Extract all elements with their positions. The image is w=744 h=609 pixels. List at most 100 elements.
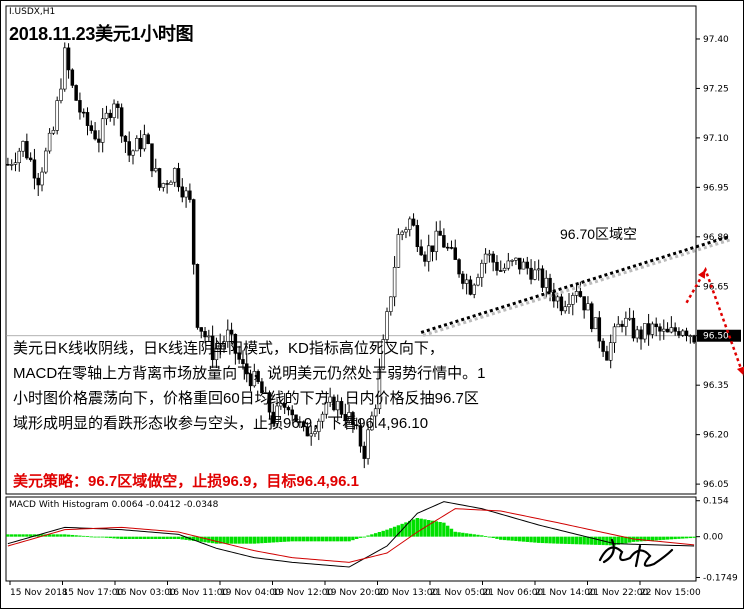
candle-body xyxy=(305,426,310,437)
candle-body xyxy=(13,162,18,165)
candle-body xyxy=(40,171,44,186)
candle-body xyxy=(188,190,192,200)
candle-body xyxy=(233,333,238,354)
candle-body xyxy=(563,306,567,312)
candle-body xyxy=(51,130,56,134)
candle-body xyxy=(408,218,412,230)
macd-histogram-bar xyxy=(305,536,310,542)
time-tick-label: 15 Nov 2018 xyxy=(10,588,68,598)
candle-body xyxy=(449,247,454,249)
candle-body xyxy=(673,327,677,332)
candle-body xyxy=(643,323,647,340)
candle-body xyxy=(510,260,514,262)
macd-histogram-bar xyxy=(298,536,302,542)
candle-body xyxy=(275,405,279,424)
macd-histogram-bar xyxy=(343,536,348,542)
candle-body xyxy=(677,331,681,336)
macd-histogram-bar xyxy=(639,536,643,542)
macd-histogram-bar xyxy=(408,520,412,537)
macd-histogram-bar xyxy=(313,536,317,542)
macd-histogram-bar xyxy=(123,536,128,539)
candle-body xyxy=(207,335,211,338)
candle-body xyxy=(608,342,613,361)
candle-body xyxy=(108,112,112,118)
analysis-note: 美元日K线收阴线，日K线连阴单阳模式，KD指标高位死叉向下， MACD在零轴上方… xyxy=(13,336,533,436)
macd-histogram-bar xyxy=(9,534,14,537)
price-tick-label: 97.10 xyxy=(703,134,729,144)
candle-body xyxy=(176,168,181,188)
macd-histogram-bar xyxy=(116,536,120,539)
candle-body xyxy=(525,261,530,269)
macd-histogram-bar xyxy=(339,536,344,542)
macd-histogram-bar xyxy=(13,534,18,537)
macd-histogram-bar xyxy=(654,536,658,541)
price-tick-label: 97.25 xyxy=(703,84,729,94)
macd-histogram-bar xyxy=(544,536,548,544)
macd-histogram-bar xyxy=(74,535,78,537)
candle-body xyxy=(245,363,249,375)
candle-body xyxy=(351,412,355,426)
macd-histogram-bar xyxy=(169,536,173,539)
candle-body xyxy=(154,168,158,172)
macd-histogram-bar xyxy=(55,534,59,537)
note-line: MACD在零轴上方背离市场放量向下，说明美元仍然处于弱势行情中。1 xyxy=(13,365,486,382)
candle-body xyxy=(180,186,185,198)
time-tick-label: 16 Nov 11:00 xyxy=(168,588,229,598)
candle-body xyxy=(404,229,408,233)
candle-body xyxy=(279,403,283,407)
candle-body xyxy=(506,260,511,269)
time-tick-label: 19 Nov 04:00 xyxy=(220,588,281,598)
macd-histogram-bar xyxy=(241,536,245,544)
macd-histogram-bar xyxy=(328,536,332,542)
candle-body xyxy=(476,277,480,286)
symbol-label: I.USDX,H1 xyxy=(9,7,56,17)
candle-body xyxy=(389,296,393,312)
candle-body xyxy=(480,262,484,278)
candle-body xyxy=(21,141,25,152)
candle-body xyxy=(654,323,658,328)
macd-histogram-bar xyxy=(487,536,492,538)
macd-histogram-bar xyxy=(438,522,442,537)
candle-body xyxy=(635,329,639,339)
candle-body xyxy=(354,424,359,427)
macd-histogram-bar xyxy=(434,521,439,537)
macd-histogram-bar xyxy=(32,534,37,537)
signature-mark xyxy=(598,538,674,568)
candle-body xyxy=(116,103,120,108)
candle-body xyxy=(271,411,276,424)
macd-histogram-bar xyxy=(665,536,670,540)
macd-histogram-bar xyxy=(571,536,575,545)
macd-histogram-bar xyxy=(419,518,423,537)
price-tick-label: 96.05 xyxy=(703,480,729,490)
macd-histogram-bar xyxy=(616,536,620,545)
macd-histogram-bar xyxy=(222,536,226,544)
candle-body xyxy=(157,168,162,188)
macd-histogram-bar xyxy=(17,534,21,537)
macd-histogram-bar xyxy=(574,536,579,545)
candle-body xyxy=(680,330,685,336)
candle-body xyxy=(468,279,473,295)
candle-body xyxy=(335,401,340,411)
candle-body xyxy=(150,143,154,172)
macd-histogram-bar xyxy=(82,535,86,537)
macd-histogram-bar xyxy=(146,536,150,539)
candle-body xyxy=(9,164,14,166)
macd-histogram-bar xyxy=(294,536,298,542)
candle-body xyxy=(559,296,564,312)
candle-body xyxy=(574,291,579,296)
candle-body xyxy=(684,330,689,337)
macd-histogram-bar xyxy=(370,534,374,537)
macd-histogram-bar xyxy=(267,536,272,543)
macd-histogram-bar xyxy=(590,536,594,545)
candle-body xyxy=(529,267,533,280)
macd-histogram-bar xyxy=(381,530,385,537)
candle-body xyxy=(165,183,169,185)
price-tick-label: 96.95 xyxy=(703,183,729,193)
candle-body xyxy=(210,335,215,361)
candle-body xyxy=(442,235,446,248)
macd-histogram-bar xyxy=(142,536,147,539)
macd-histogram-bar xyxy=(184,536,188,540)
macd-histogram-bar xyxy=(620,536,624,545)
candle-body xyxy=(81,111,86,114)
